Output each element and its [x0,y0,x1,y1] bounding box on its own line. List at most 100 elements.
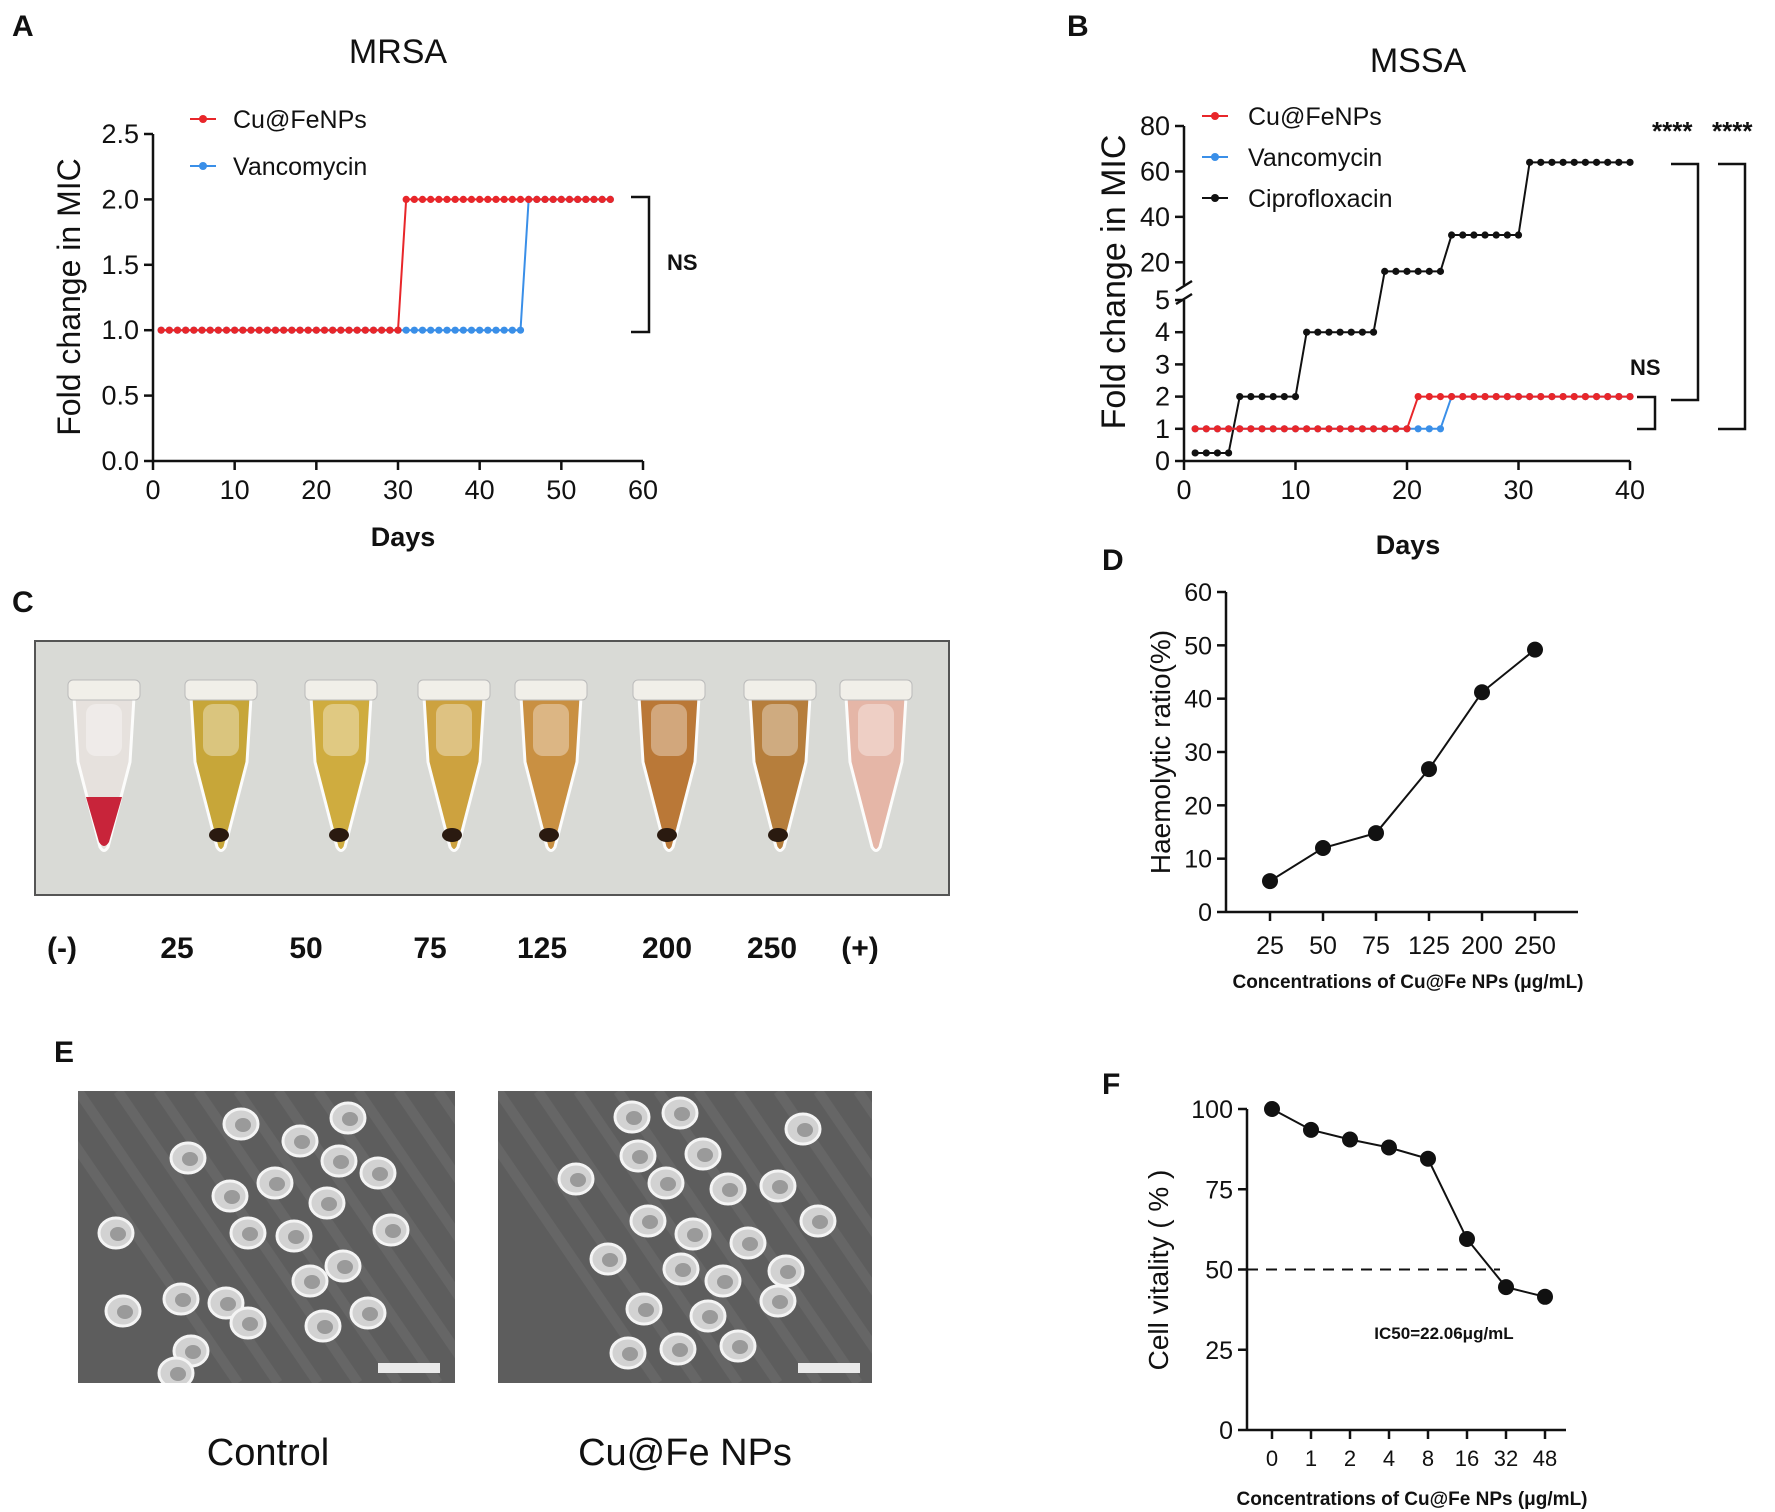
tube-4 [514,679,588,852]
red-blood-cell-center [632,1150,648,1164]
chart-b-point [1526,393,1534,401]
chart-b-point [1336,425,1344,433]
chart-a-point [312,326,320,334]
chart-b-point [1381,425,1389,433]
panel-letter-b: B [1067,10,1089,43]
chart-b-x-tick-label: 0 [1176,475,1191,505]
chart-b-y-tick-label: 20 [1140,247,1170,277]
chart-b-point [1381,267,1389,275]
chart-b-point [1626,158,1634,166]
chart-b-legend-marker [1211,112,1219,120]
chart-b-point [1559,158,1567,166]
chart-a-point [459,195,467,203]
chart-a-y-label: Fold change in MIC [51,158,87,435]
chart-f-point [1537,1288,1553,1305]
red-blood-cell-center [570,1173,586,1187]
red-blood-cell-center [385,1224,401,1238]
red-blood-cell-center [780,1265,796,1279]
red-blood-cell-center [304,1275,320,1289]
chart-b-point [1369,425,1378,433]
chart-b-legend-marker [1211,153,1219,161]
chart-b-point [1213,449,1222,457]
chart-a-point [476,326,484,334]
chart-d-x-tick-label: 50 [1309,932,1337,960]
chart-b-point [1548,158,1556,166]
chart-b-point [1191,449,1199,457]
red-blood-cell-center [626,1111,642,1125]
chart-b-point [1503,231,1511,239]
chart-a-point [451,326,459,334]
chart-b-significance-stars: **** [1652,116,1693,146]
chart-d-y-tick-label: 0 [1198,899,1212,927]
red-blood-cell-center [642,1215,658,1229]
red-blood-cell-center [185,1345,201,1359]
chart-a-point [484,326,492,334]
chart-b-point [1459,231,1467,239]
chart-a-point [492,326,500,334]
chart-a-legend-marker [199,115,207,123]
red-blood-cell-center [622,1347,638,1361]
chart-b-point [1258,393,1266,401]
red-blood-cell-center [235,1118,251,1132]
chart-b-ns-label: NS [1630,355,1661,380]
chart-a-point [165,326,173,334]
chart-a-point [329,326,337,334]
chart-b-point [1403,267,1411,275]
chart-f-y-tick-label: 25 [1205,1337,1233,1365]
chart-d-y-tick-label: 30 [1184,739,1212,767]
chart-a-point [443,326,451,334]
chart-b-point [1247,393,1255,401]
chart-f-point [1420,1150,1436,1167]
chart-f-x-tick-label: 8 [1422,1446,1434,1471]
chart-a-point [435,195,443,203]
chart-f-x-tick-label: 32 [1494,1446,1518,1471]
chart-b-point [1570,393,1578,401]
chart-a-x-tick-label: 50 [546,475,576,505]
chart-a-point [402,195,410,203]
chart-a-point [222,326,231,334]
tube-5 [632,679,706,852]
chart-b-y-tick-label: 5 [1155,285,1170,315]
chart-b-point [1425,393,1433,401]
tube-3 [417,679,491,852]
chart-b-point [1291,425,1300,433]
chart-f-y-tick-label: 0 [1219,1417,1233,1445]
chart-b-point [1392,425,1400,433]
chart-b-point [1425,425,1433,433]
chart-d-y-tick-label: 10 [1184,846,1212,874]
chart-a-point [410,326,418,334]
chart-a-point [549,195,557,203]
chart-b-x-tick-label: 30 [1503,475,1533,505]
chart-b-point [1470,231,1478,239]
chart-b-point [1414,393,1422,401]
chart-b-point [1213,425,1222,433]
red-blood-cell-center [362,1307,378,1321]
red-blood-cell-center [337,1260,353,1274]
chart-a-point [239,326,247,334]
red-blood-cell-center [220,1297,236,1311]
chart-b-point [1269,425,1277,433]
red-blood-cell-center [722,1183,738,1197]
chart-a-x-label: Days [371,522,436,552]
tube-label: (-) [47,932,77,965]
chart-b-point [1470,393,1478,401]
red-blood-cell-center [321,1197,337,1211]
chart-f-x-tick-label: 2 [1344,1446,1356,1471]
sem-texture-stripe [393,1091,455,1184]
chart-b-point [1236,393,1244,401]
chart-a-legend-label: Cu@FeNPs [233,106,367,134]
panel-letter-e: E [54,1036,75,1069]
chart-b-point [1269,393,1277,401]
chart-a-point [500,195,508,203]
chart-a-point [378,326,386,334]
chart-d-y-tick-label: 40 [1184,686,1212,714]
chart-f-point [1498,1279,1514,1296]
red-blood-cell-center [117,1305,133,1319]
chart-d-point [1474,684,1490,701]
chart-d-x-tick-label: 25 [1256,932,1284,960]
chart-a-y-tick-label: 1.0 [101,315,139,345]
sem-image-control [78,1091,455,1383]
chart-b-point [1537,158,1545,166]
